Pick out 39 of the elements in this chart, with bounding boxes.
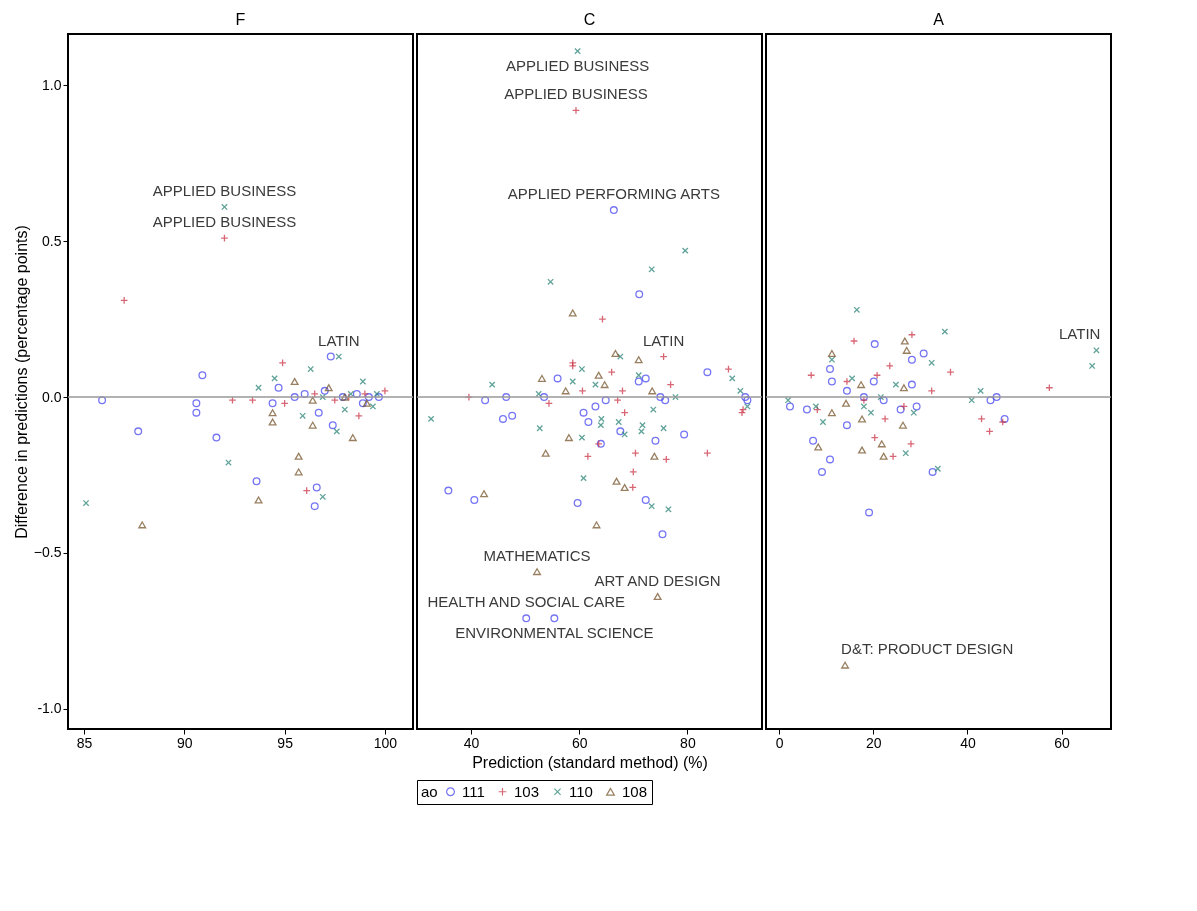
x-tick-label: 100 xyxy=(373,734,398,751)
x-axis-title: Prediction (standard method) (%) xyxy=(472,753,708,771)
x-tick-label: 20 xyxy=(866,734,882,751)
annotation: APPLIED BUSINESS xyxy=(504,85,648,103)
annotation: LATIN xyxy=(318,331,360,349)
annotation: APPLIED PERFORMING ARTS xyxy=(507,185,720,203)
x-tick-label: 40 xyxy=(960,734,976,751)
y-tick-label: −0.5 xyxy=(33,544,62,561)
legend-label: 111 xyxy=(462,782,485,800)
annotation: HEALTH AND SOCIAL CARE xyxy=(427,593,626,611)
x-tick-label: 0 xyxy=(775,734,784,751)
chart-title: A xyxy=(933,11,945,28)
x-tick-label: 60 xyxy=(571,734,588,751)
annotation: APPLIED BUSINESS xyxy=(152,213,297,231)
y-tick-label: 0.0 xyxy=(42,388,62,405)
chart-title: F xyxy=(235,11,246,28)
x-tick-label: 90 xyxy=(177,734,193,751)
annotation: ENVIRONMENTAL SCIENCE xyxy=(455,624,654,642)
legend-label: 103 xyxy=(514,782,540,800)
x-tick-label: 80 xyxy=(680,734,696,751)
annotation: ART AND DESIGN xyxy=(594,571,721,589)
y-axis-title: Difference in predictions (percentage points) xyxy=(12,225,30,539)
annotation: APPLIED BUSINESS xyxy=(152,181,297,199)
y-tick-label: 0.5 xyxy=(42,232,62,249)
legend-label: 108 xyxy=(622,782,648,800)
annotation: MATHEMATICS xyxy=(483,546,591,564)
annotation: D&T: PRODUCT DESIGN xyxy=(841,640,1014,658)
annotation: LATIN xyxy=(642,331,685,349)
x-tick-label: 60 xyxy=(1054,734,1071,751)
annotation: APPLIED BUSINESS xyxy=(505,57,650,75)
x-tick-label: 40 xyxy=(463,734,480,751)
y-tick-label: 1.0 xyxy=(42,76,62,93)
chart-title: C xyxy=(583,11,596,28)
x-tick-label: 95 xyxy=(277,734,294,751)
x-tick-label: 85 xyxy=(76,734,93,751)
y-tick-label: -1.0 xyxy=(37,700,62,717)
legend-title: ao xyxy=(421,783,438,800)
annotation: LATIN xyxy=(1059,325,1101,343)
legend-label: 110 xyxy=(569,782,593,800)
